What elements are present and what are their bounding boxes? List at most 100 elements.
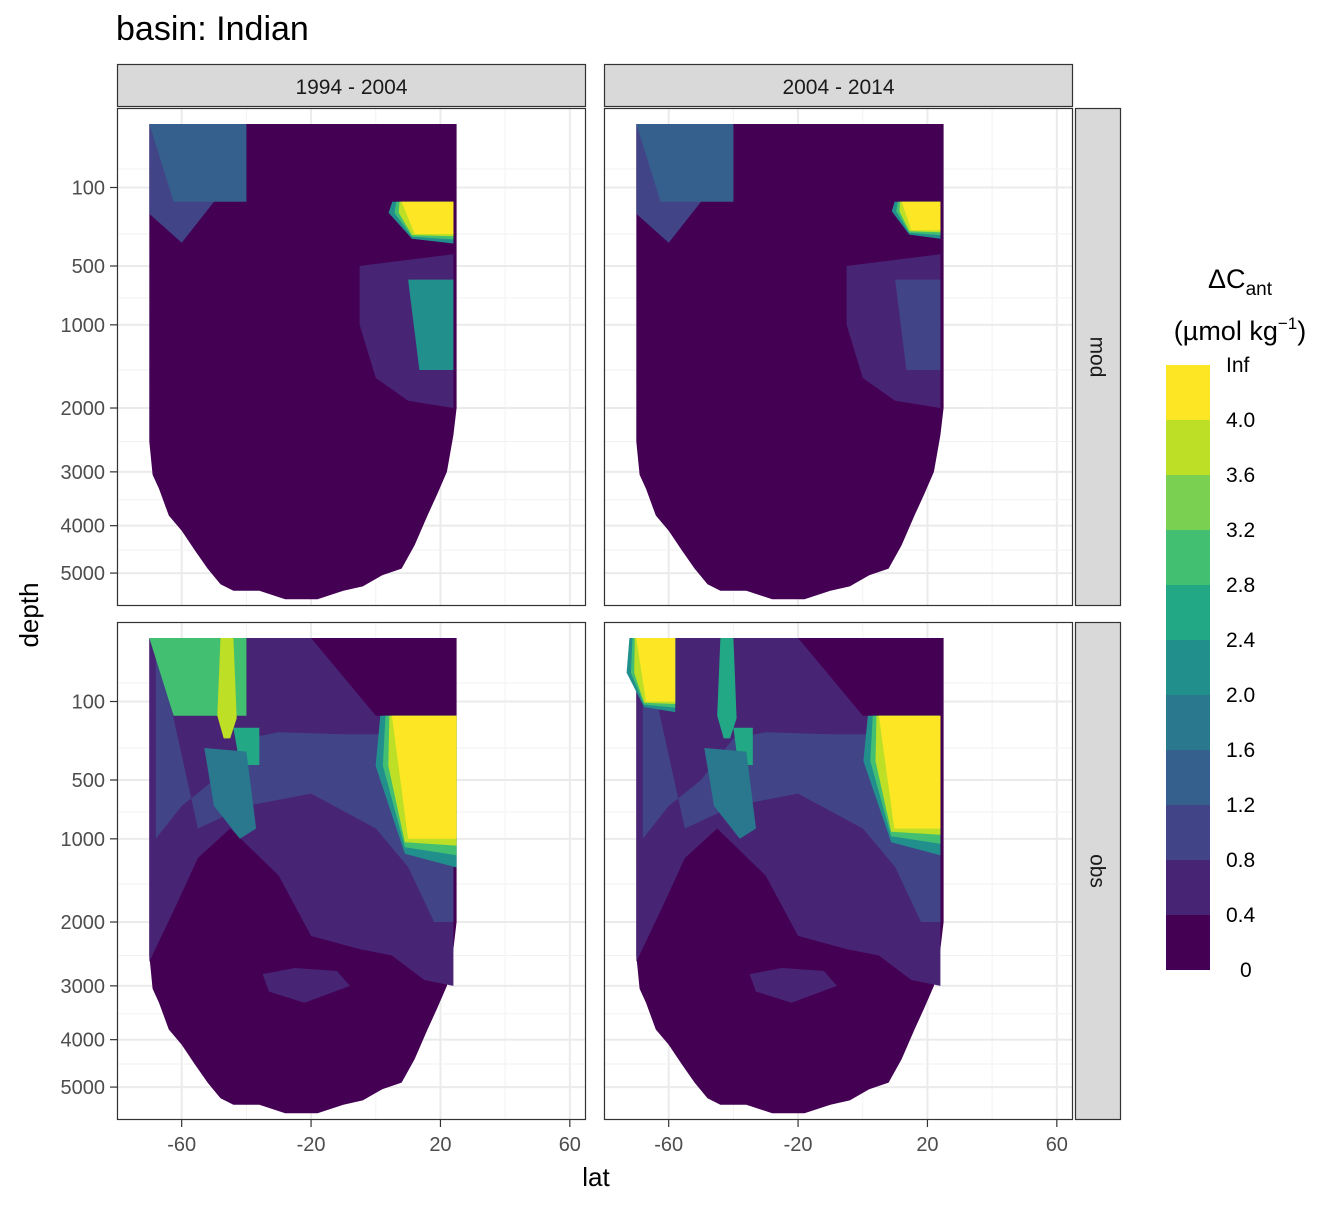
legend-units-sup: −1 xyxy=(1278,314,1297,333)
panel-mod-0 xyxy=(116,107,587,607)
contour-feature xyxy=(636,638,676,702)
x-tick-label: -20 xyxy=(784,1134,813,1156)
y-tick-label: 2000 xyxy=(61,398,106,420)
contour-field xyxy=(626,638,944,1114)
panel-border xyxy=(603,621,1074,1121)
x-tick-label: 20 xyxy=(429,1134,451,1156)
legend-key xyxy=(1166,805,1210,860)
contour-level xyxy=(636,638,941,986)
contour-field xyxy=(636,124,944,600)
legend-title: ΔCant xyxy=(1208,264,1273,300)
contour-feature xyxy=(895,279,941,370)
legend-break-label: 1.6 xyxy=(1226,739,1255,762)
facet-strip-col xyxy=(116,63,587,108)
x-tick-label: 20 xyxy=(916,1134,938,1156)
panel-obs-0 xyxy=(116,621,587,1121)
legend-key xyxy=(1166,420,1210,475)
panel-border xyxy=(603,107,1074,607)
legend-key xyxy=(1166,530,1210,585)
x-tick-label: 60 xyxy=(1046,1134,1068,1156)
legend: ΔCant (µmol kg−1) Inf 4.0 3.6 3.2 2.8 2.4 2.0 1… xyxy=(1166,264,1306,982)
y-tick-label: 3000 xyxy=(61,462,106,484)
y-tick-label: 100 xyxy=(72,178,105,200)
y-tick-label: 2000 xyxy=(61,912,106,934)
legend-units-main: (µmol kg xyxy=(1174,316,1278,346)
y-tick-label: 500 xyxy=(72,256,105,278)
legend-break-label: Inf xyxy=(1226,354,1250,377)
legend-break-label: 3.6 xyxy=(1226,464,1255,487)
panel-mod-1 xyxy=(603,107,1074,607)
x-tick-label: 60 xyxy=(559,1134,581,1156)
legend-title-main: ΔC xyxy=(1208,264,1246,294)
contour-level xyxy=(749,968,837,1003)
legend-break-label: 4.0 xyxy=(1226,409,1255,432)
contour-feature xyxy=(878,715,941,829)
facet-strip-col xyxy=(603,63,1074,108)
contour-plume xyxy=(704,748,756,839)
legend-break-label: 1.2 xyxy=(1226,794,1255,817)
panel-obs-1 xyxy=(603,621,1074,1121)
legend-key xyxy=(1166,915,1210,970)
y-tick-label: 100 xyxy=(72,692,105,714)
legend-break-label: 2.4 xyxy=(1226,629,1256,652)
contour-feature xyxy=(636,124,734,202)
legend-key xyxy=(1166,365,1210,420)
y-axes: 100 500 1000 2000 3000 4000 5000 100 500 1000 2000… xyxy=(61,178,117,1099)
panels xyxy=(116,107,1074,1121)
y-axis-title: depth xyxy=(14,582,44,647)
y-tick-label: 4000 xyxy=(61,516,106,538)
legend-key xyxy=(1166,860,1210,915)
facet-label-col: 2004 - 2014 xyxy=(782,76,894,99)
contour-base xyxy=(636,124,944,600)
facet-strips: 1994 - 2004 2004 - 2014 mod obs xyxy=(116,63,1122,1121)
y-tick-label: 1000 xyxy=(61,315,106,337)
contour-feature xyxy=(391,715,457,839)
legend-break-label: 0.8 xyxy=(1226,849,1255,872)
facet-strip-row xyxy=(1074,621,1122,1121)
x-axis-title: lat xyxy=(582,1162,610,1192)
y-tick-label: 4000 xyxy=(61,1030,106,1052)
facet-label-row: mod xyxy=(1086,337,1109,378)
legend-break-label: 0.4 xyxy=(1226,904,1256,927)
legend-key xyxy=(1166,750,1210,805)
facet-strip-row xyxy=(1074,107,1122,607)
contour-plume xyxy=(204,748,257,839)
legend-key xyxy=(1166,640,1210,695)
legend-key xyxy=(1166,695,1210,750)
contour-plume xyxy=(217,638,237,739)
legend-break-label: 0 xyxy=(1240,959,1252,982)
chart-title: basin: Indian xyxy=(116,10,309,48)
y-tick-label: 1000 xyxy=(61,829,106,851)
legend-break-label: 3.2 xyxy=(1226,519,1255,542)
panel-border xyxy=(116,107,587,607)
x-axes: -60 -20 20 60 -60 -20 20 60 xyxy=(167,1120,1068,1156)
legend-keys xyxy=(1166,365,1210,970)
legend-units-end: ) xyxy=(1297,316,1306,346)
y-tick-label: 5000 xyxy=(61,1077,106,1099)
facet-label-col: 1994 - 2004 xyxy=(295,76,407,99)
contour-plume xyxy=(717,638,737,739)
contour-level xyxy=(642,638,941,922)
y-tick-label: 3000 xyxy=(61,976,106,998)
legend-key xyxy=(1166,585,1210,640)
contour-field xyxy=(149,638,457,1114)
y-tick-label: 500 xyxy=(72,770,105,792)
y-tick-label: 5000 xyxy=(61,563,106,585)
contour-base xyxy=(149,124,457,600)
x-tick-label: -60 xyxy=(654,1134,683,1156)
x-tick-label: -60 xyxy=(167,1134,196,1156)
legend-labels: Inf 4.0 3.6 3.2 2.8 2.4 2.0 1.6 1.2 0.8 0.4 0 xyxy=(1226,354,1256,982)
contour-level xyxy=(155,638,454,922)
contour-feature xyxy=(408,279,454,370)
legend-title-sub: ant xyxy=(1246,279,1273,300)
contour-level xyxy=(262,968,350,1003)
facet-label-row: obs xyxy=(1086,854,1109,888)
contour-feature xyxy=(901,201,941,231)
legend-key xyxy=(1166,475,1210,530)
x-tick-label: -20 xyxy=(297,1134,326,1156)
contour-field xyxy=(149,124,457,600)
panel-border xyxy=(116,621,587,1121)
legend-break-label: 2.0 xyxy=(1226,684,1255,707)
legend-break-label: 2.8 xyxy=(1226,574,1255,597)
